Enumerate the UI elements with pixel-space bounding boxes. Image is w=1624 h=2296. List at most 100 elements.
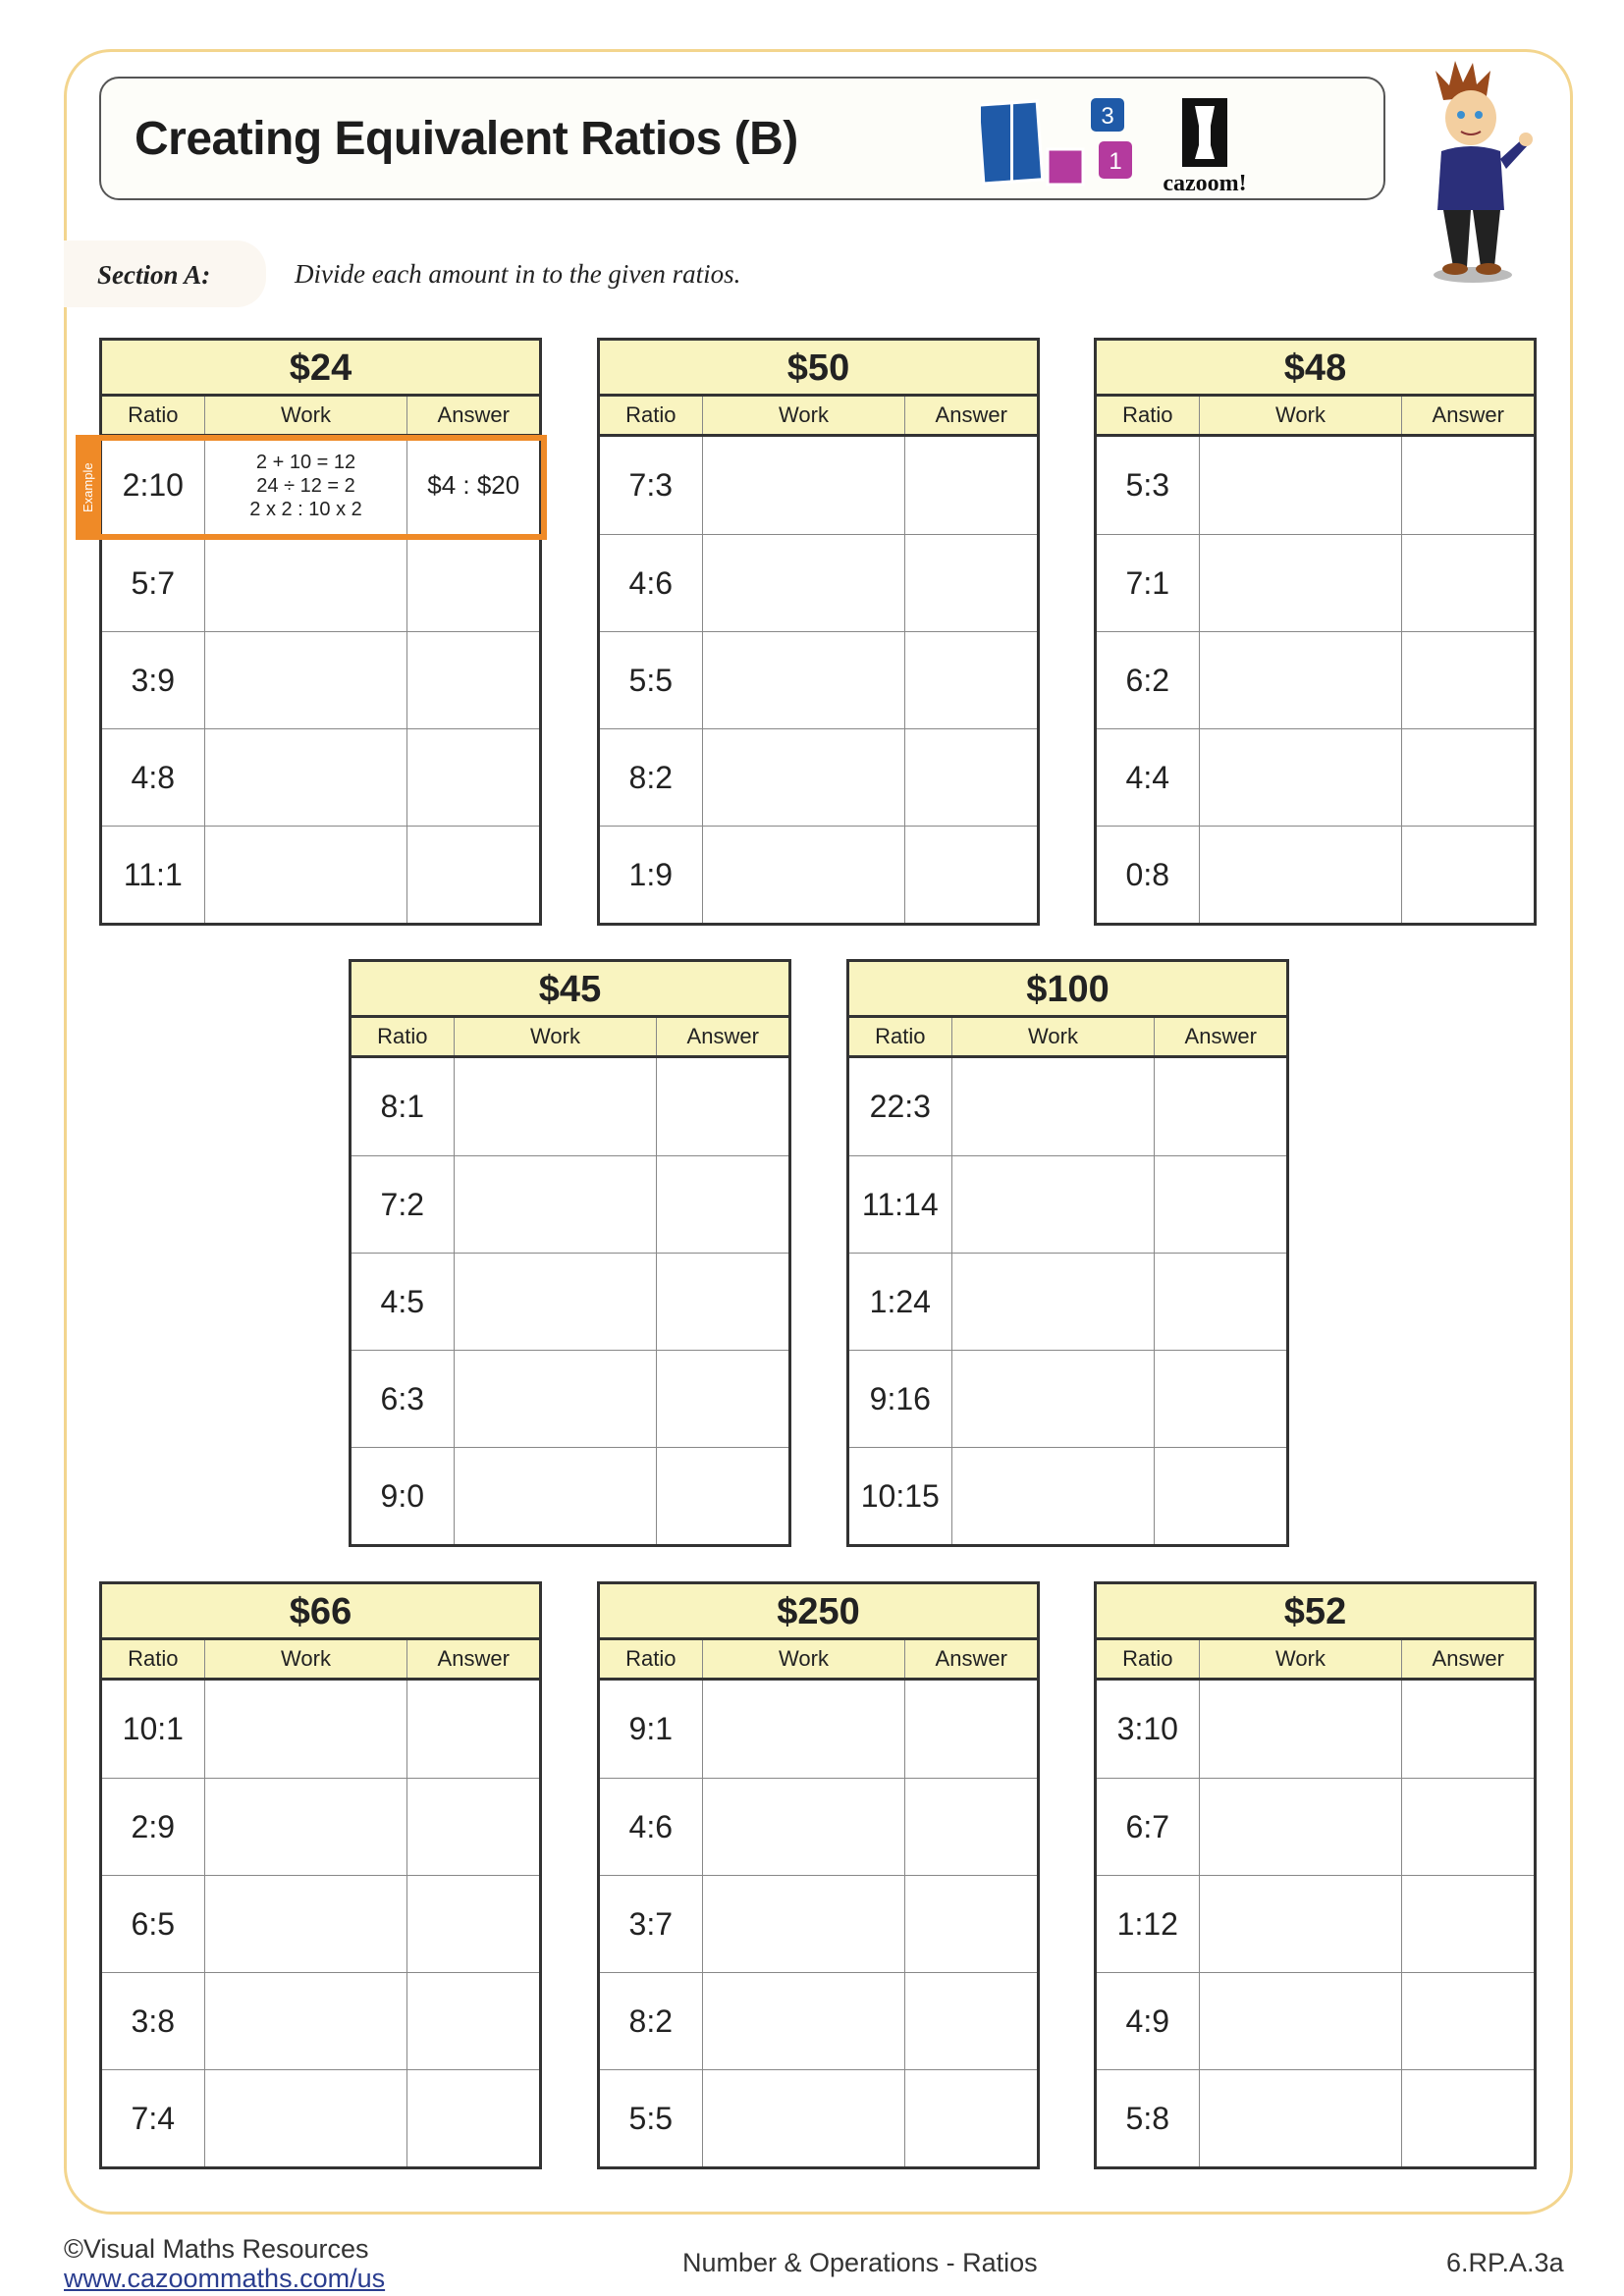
answer-cell[interactable]	[1155, 1058, 1286, 1155]
work-cell[interactable]	[205, 1681, 408, 1778]
answer-cell[interactable]	[905, 827, 1037, 923]
work-cell[interactable]	[1200, 827, 1403, 923]
answer-cell[interactable]	[1155, 1351, 1286, 1447]
answer-cell[interactable]	[905, 1876, 1037, 1972]
footer-copyright: ©Visual Maths Resources	[64, 2234, 369, 2264]
work-cell[interactable]	[205, 827, 408, 923]
answer-cell[interactable]	[1402, 632, 1534, 728]
table-row: 5:5	[600, 631, 1037, 728]
work-cell[interactable]	[703, 535, 906, 631]
work-cell[interactable]	[1200, 632, 1403, 728]
work-cell[interactable]	[1200, 1973, 1403, 2069]
work-cell[interactable]	[703, 1681, 906, 1778]
answer-cell[interactable]	[407, 1876, 539, 1972]
work-cell[interactable]	[455, 1254, 658, 1350]
answer-cell[interactable]	[407, 2070, 539, 2166]
ratio-cell: 9:1	[600, 1681, 703, 1778]
answer-cell[interactable]	[905, 535, 1037, 631]
answer-cell[interactable]	[905, 1973, 1037, 2069]
footer-link[interactable]: www.cazoommaths.com/us	[64, 2264, 386, 2293]
work-cell[interactable]	[1200, 1876, 1403, 1972]
answer-cell[interactable]	[905, 729, 1037, 826]
table-row: 4:8	[102, 728, 539, 826]
work-cell[interactable]	[1200, 1681, 1403, 1778]
work-cell[interactable]	[1200, 729, 1403, 826]
work-cell[interactable]	[703, 1973, 906, 2069]
work-cell[interactable]	[952, 1351, 1156, 1447]
answer-cell[interactable]	[1155, 1254, 1286, 1350]
answer-cell[interactable]	[657, 1254, 788, 1350]
work-cell[interactable]	[455, 1448, 658, 1544]
answer-cell[interactable]	[1155, 1156, 1286, 1253]
work-cell[interactable]	[703, 1876, 906, 1972]
work-cell[interactable]	[455, 1058, 658, 1155]
answer-cell[interactable]	[407, 1681, 539, 1778]
answer-cell[interactable]	[905, 632, 1037, 728]
answer-cell[interactable]	[657, 1058, 788, 1155]
ratio-cell: 11:1	[102, 827, 205, 923]
answer-cell[interactable]	[407, 535, 539, 631]
answer-cell[interactable]	[407, 1973, 539, 2069]
ratio-cell: 9:16	[849, 1351, 952, 1447]
table-row: 4:5	[352, 1253, 788, 1350]
work-cell[interactable]	[1200, 1779, 1403, 1875]
work-cell[interactable]	[703, 2070, 906, 2166]
answer-cell[interactable]	[657, 1156, 788, 1253]
ratio-table: $50 Ratio Work Answer 7:3 4:6 5:5 8:2 1:…	[597, 338, 1040, 926]
table-header-row: Ratio Work Answer	[600, 1640, 1037, 1681]
header-work: Work	[1200, 397, 1403, 434]
work-cell[interactable]	[703, 1779, 906, 1875]
ratio-cell: 2:9	[102, 1779, 205, 1875]
answer-cell[interactable]	[407, 729, 539, 826]
answer-cell[interactable]	[1402, 1876, 1534, 1972]
page-title: Creating Equivalent Ratios (B)	[135, 113, 798, 165]
ratio-cell: 4:8	[102, 729, 205, 826]
work-cell[interactable]	[205, 2070, 408, 2166]
answer-cell[interactable]	[1402, 2070, 1534, 2166]
answer-cell[interactable]	[1402, 1681, 1534, 1778]
work-cell[interactable]	[205, 1973, 408, 2069]
work-cell[interactable]	[952, 1254, 1156, 1350]
answer-cell[interactable]	[905, 2070, 1037, 2166]
work-cell[interactable]	[952, 1058, 1156, 1155]
header-ratio: Ratio	[849, 1018, 952, 1055]
answer-cell[interactable]	[407, 632, 539, 728]
answer-cell[interactable]	[905, 1681, 1037, 1778]
answer-cell[interactable]	[657, 1351, 788, 1447]
ratio-cell: 5:3	[1097, 437, 1200, 534]
answer-cell[interactable]	[407, 1779, 539, 1875]
work-cell[interactable]	[205, 632, 408, 728]
work-cell[interactable]	[1200, 2070, 1403, 2166]
table-row: 5:8	[1097, 2069, 1534, 2166]
answer-cell[interactable]	[905, 437, 1037, 534]
answer-cell[interactable]	[905, 1779, 1037, 1875]
work-cell[interactable]	[703, 632, 906, 728]
answer-cell[interactable]	[407, 827, 539, 923]
work-cell[interactable]	[1200, 535, 1403, 631]
work-cell[interactable]	[455, 1156, 658, 1253]
ratio-cell: 6:7	[1097, 1779, 1200, 1875]
work-cell[interactable]	[952, 1156, 1156, 1253]
work-cell[interactable]	[205, 535, 408, 631]
answer-cell[interactable]	[1402, 437, 1534, 534]
answer-cell[interactable]	[1402, 729, 1534, 826]
answer-cell[interactable]	[1402, 1779, 1534, 1875]
answer-cell[interactable]	[1402, 535, 1534, 631]
answer-cell[interactable]	[1402, 827, 1534, 923]
work-cell[interactable]	[1200, 437, 1403, 534]
work-cell[interactable]	[703, 729, 906, 826]
answer-cell[interactable]	[1402, 1973, 1534, 2069]
table-row: 6:7	[1097, 1778, 1534, 1875]
cazoom-logo: 3 1 cazoom!	[981, 98, 1247, 196]
work-cell[interactable]	[205, 729, 408, 826]
work-cell[interactable]	[703, 437, 906, 534]
work-cell[interactable]	[455, 1351, 658, 1447]
work-cell[interactable]	[703, 827, 906, 923]
work-cell[interactable]	[205, 1779, 408, 1875]
work-cell[interactable]	[205, 1876, 408, 1972]
answer-cell[interactable]	[657, 1448, 788, 1544]
answer-cell[interactable]	[1155, 1448, 1286, 1544]
work-cell[interactable]	[952, 1448, 1156, 1544]
answer-cell: $4 : $20	[407, 437, 539, 534]
